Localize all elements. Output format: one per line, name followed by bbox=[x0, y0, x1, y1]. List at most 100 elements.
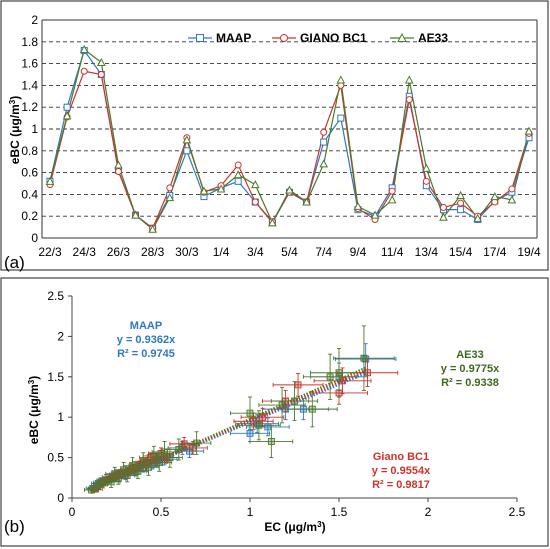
panel-b-data-point bbox=[255, 421, 263, 429]
panel-a-x-tick-label: 7/4 bbox=[315, 245, 332, 259]
panel-a-data-point bbox=[387, 195, 397, 204]
panel-b-data-point bbox=[308, 405, 316, 413]
panel-b-y-tick-label: 1.5 bbox=[47, 370, 64, 384]
panel-b-data-point bbox=[93, 483, 101, 491]
panel-a-legend-swatch-marker bbox=[196, 34, 204, 42]
panel-a-data-point bbox=[508, 185, 516, 193]
panel-b-fit-line bbox=[89, 366, 367, 492]
panel-a-data-point bbox=[456, 190, 465, 199]
panel-b-fit-line bbox=[89, 372, 367, 492]
panel-a-data-point bbox=[336, 75, 346, 84]
panel-b-y-tick-label: 0.5 bbox=[47, 451, 64, 465]
panel-b-data-point bbox=[259, 413, 266, 421]
panel-b-data-point bbox=[146, 454, 154, 462]
panel-b-y-tick-label: 1 bbox=[57, 410, 64, 424]
panel-b-annotation-equation: y = 0.9775x bbox=[441, 363, 500, 375]
panel-a-data-point bbox=[320, 138, 328, 146]
panel-b-x-axis-label: EC (μg/m3) bbox=[264, 520, 325, 534]
panel-a-data-point bbox=[97, 71, 105, 78]
panel-a-y-tick-label: 1.8 bbox=[21, 35, 38, 49]
panel-a-data-point bbox=[199, 186, 209, 195]
panel-a-data-point bbox=[473, 213, 483, 222]
panel-b-data-point bbox=[294, 381, 302, 389]
panel-a-data-point bbox=[182, 135, 192, 144]
panel-a-x-tick-label: 3/4 bbox=[247, 245, 264, 259]
panel-a-x-tick-label: 5/4 bbox=[281, 245, 298, 259]
panel-b-border bbox=[0, 277, 549, 547]
panel-a-data-point bbox=[45, 176, 55, 185]
panel-a-y-tick-label: 0.4 bbox=[21, 187, 38, 201]
panel-b-annotation-r2: R² = 0.9745 bbox=[117, 348, 175, 360]
panel-a-x-tick-label: 17/4 bbox=[483, 245, 507, 259]
panel-a-x-tick-label: 19/4 bbox=[517, 245, 541, 259]
panel-a-data-point bbox=[62, 111, 72, 120]
panel-a-data-point bbox=[268, 218, 277, 227]
panel-a-x-tick-label: 30/3 bbox=[175, 245, 199, 259]
panel-a-data-point bbox=[165, 193, 175, 202]
panel-a-legend-swatch-marker bbox=[280, 34, 288, 42]
panel-a-y-tick-label: 0.8 bbox=[21, 144, 38, 158]
panel-b-axes bbox=[71, 296, 517, 499]
panel-b-data-point bbox=[335, 369, 343, 377]
panel-a-data-point bbox=[507, 195, 517, 204]
panel-a-data-point bbox=[404, 75, 414, 84]
panel-a-data-point bbox=[320, 128, 328, 136]
panel-a-data-point bbox=[216, 184, 226, 193]
panel-b-data-point bbox=[97, 479, 104, 487]
panel-b-annotations: MAAP y = 0.9362x R² = 0.9745 AE33 y = 0.9775… bbox=[117, 320, 500, 491]
panel-b-label: (b) bbox=[4, 517, 25, 536]
panel-b-x-tick-label: 0.5 bbox=[153, 505, 170, 519]
panel-b-annotation-r2: R² = 0.9817 bbox=[372, 479, 430, 491]
panel-a-y-tick-label: 1 bbox=[31, 122, 38, 136]
panel-a-data-point bbox=[439, 212, 448, 221]
panel-b-scatter-chart: 0 0.5 1 1.5 2 2.5 0 0.5 1 1.5 2 2.5 MAAP y = 0.9362… bbox=[0, 277, 549, 547]
panel-b-x-tick-label: 1 bbox=[247, 505, 254, 519]
panel-b-fit-lines bbox=[89, 366, 367, 492]
panel-b-annotation-equation: y = 0.9362x bbox=[117, 334, 176, 346]
panel-a-data-point bbox=[319, 159, 329, 168]
panel-b-annotation-r2: R² = 0.9338 bbox=[441, 377, 499, 389]
panel-a-x-tick-label: 11/4 bbox=[381, 245, 404, 259]
panel-a-data-point bbox=[285, 185, 294, 194]
panel-a-data-point bbox=[490, 192, 500, 201]
panel-a-x-tick-label: 28/3 bbox=[141, 245, 165, 259]
panel-a-data-point bbox=[96, 57, 106, 67]
panel-a-data-point bbox=[353, 201, 363, 210]
panel-b-annotation-title: MAAP bbox=[130, 320, 162, 332]
panel-b-data-point bbox=[91, 485, 99, 493]
panel-b-y-tick-label: 2 bbox=[57, 329, 64, 343]
panel-a-x-tick-label: 24/3 bbox=[73, 245, 97, 259]
panel-a-legend-label: AE33 bbox=[418, 31, 448, 45]
panel-a-data-point bbox=[422, 177, 430, 185]
panel-b-data-point bbox=[267, 437, 275, 445]
panel-b-y-tick-labels: 0 0.5 1 1.5 2 2.5 bbox=[47, 289, 72, 505]
panel-a-data-point bbox=[79, 44, 89, 53]
panel-a-y-axis-label: eBC (μg/m3) bbox=[8, 96, 22, 164]
panel-a-series bbox=[45, 44, 534, 233]
panel-a-data-point bbox=[337, 114, 345, 122]
panel-a-data-point bbox=[63, 103, 71, 111]
panel-a-data-point bbox=[250, 180, 260, 189]
panel-a-data-point bbox=[422, 163, 431, 172]
panel-a-y-tick-label: 1.2 bbox=[21, 100, 38, 114]
panel-b-annotation-equation: y = 0.9554x bbox=[372, 465, 431, 477]
panel-a-data-point bbox=[114, 168, 122, 176]
panel-a-y-tick-labels: 0 0.2 0.4 0.6 0.8 1 1.2 1.4 1.6 1.8 2 bbox=[21, 13, 38, 245]
panel-b-y-axis-label: eBC (μg/m3) bbox=[27, 376, 41, 444]
panel-a-data-point bbox=[457, 199, 465, 207]
panel-b-x-tick-label: 0 bbox=[69, 505, 76, 519]
panel-a-data-point bbox=[524, 126, 534, 135]
panel-a-data-point bbox=[114, 160, 123, 169]
panel-b-data-point bbox=[180, 440, 188, 448]
panel-b-x-tick-label: 2 bbox=[425, 505, 432, 519]
panel-a-data-point bbox=[166, 184, 174, 192]
panel-b-annotation-title: AE33 bbox=[456, 349, 484, 361]
panel-a-y-tick-label: 1.4 bbox=[21, 78, 38, 92]
panel-a-x-tick-label: 22/3 bbox=[38, 245, 62, 259]
panel-a-legend-swatch-marker bbox=[397, 32, 407, 42]
panel-a-data-point bbox=[233, 170, 243, 179]
panel-a-data-point bbox=[439, 203, 447, 211]
panel-a-x-tick-labels: 22/3 24/3 26/3 28/3 30/3 1/4 3/4 5/4 7/4 9/4 11/4 1… bbox=[38, 245, 541, 259]
